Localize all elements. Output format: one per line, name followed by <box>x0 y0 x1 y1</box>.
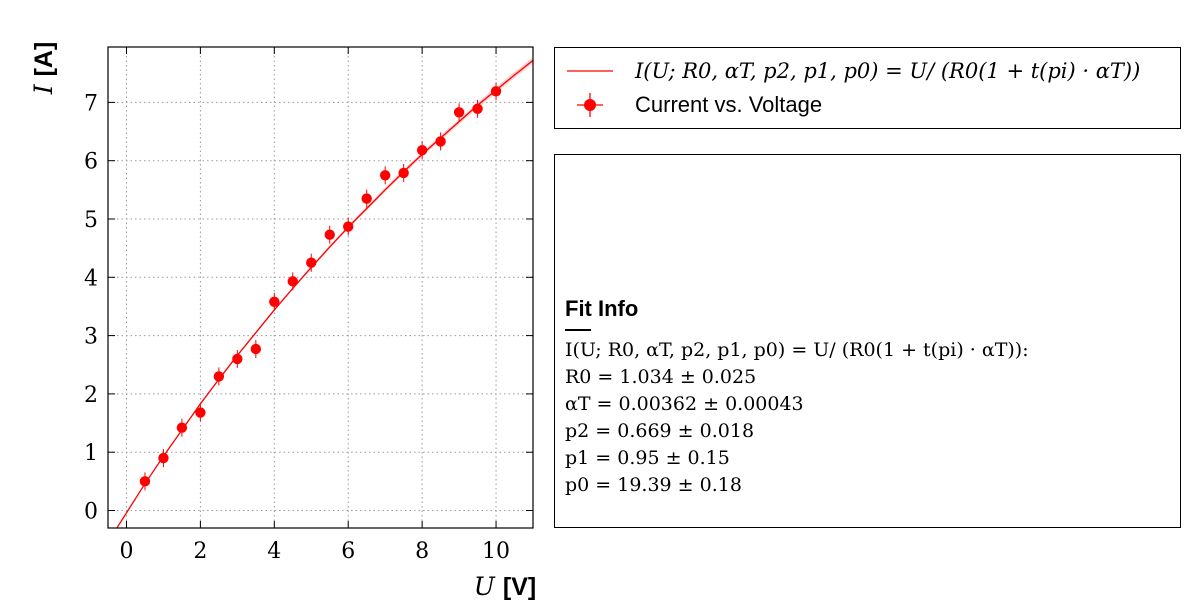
legend-line-icon <box>567 70 613 72</box>
legend: I(U; R0, αT, p2, p1, p0) = U/ (R0(1 + t(… <box>554 47 1181 129</box>
data-point <box>287 276 298 287</box>
grid <box>108 47 533 528</box>
fit-param-r0: R0 = 1.034 ± 0.025 <box>565 366 757 388</box>
data-point <box>176 422 188 433</box>
y-tick-label: 7 <box>84 91 98 116</box>
fit-band-area <box>117 57 533 528</box>
y-tick-label: 5 <box>84 208 98 233</box>
fit-info-title: Fit Info <box>565 296 639 321</box>
fit-param-p1: p1 = 0.95 ± 0.15 <box>565 447 730 469</box>
fit-info-divider <box>565 329 591 331</box>
data-point <box>306 257 317 268</box>
legend-entry-data: Current vs. Voltage <box>555 88 1180 122</box>
x-tick-label: 4 <box>267 539 281 564</box>
data-point <box>269 296 280 307</box>
data-point <box>379 170 391 181</box>
data-point <box>453 107 465 118</box>
fit-info-formula: I(U; R0, αT, p2, p1, p0) = U/ (R0(1 + t(… <box>565 339 1029 361</box>
x-tick-label: 2 <box>193 539 207 564</box>
x-tick-label: 8 <box>415 539 429 564</box>
y-axis-label: I [A] <box>29 42 58 96</box>
x-tick-label: 10 <box>482 539 510 564</box>
data-points <box>139 82 502 491</box>
legend-fit-label: I(U; R0, αT, p2, p1, p0) = U/ (R0(1 + t(… <box>635 59 1141 83</box>
fit-info-content: Fit Info I(U; R0, αT, p2, p1, p0) = U/ (… <box>565 295 1172 499</box>
legend-data-label: Current vs. Voltage <box>635 92 823 117</box>
y-tick-label: 6 <box>84 150 98 175</box>
data-point <box>139 476 151 487</box>
data-point <box>435 136 446 147</box>
fit-param-alpha-t: αT = 0.00362 ± 0.00043 <box>565 393 804 415</box>
data-point <box>195 407 206 418</box>
data-point <box>158 452 169 464</box>
fit-info-panel: Fit Info I(U; R0, αT, p2, p1, p0) = U/ (… <box>554 154 1181 528</box>
y-tick-label: 4 <box>84 266 98 291</box>
x-tick-label: 6 <box>341 539 355 564</box>
fit-uncertainty-band <box>117 57 533 528</box>
fit-curve <box>116 59 533 528</box>
legend-entry-fit: I(U; R0, αT, p2, p1, p0) = U/ (R0(1 + t(… <box>555 54 1180 88</box>
data-point <box>250 343 262 355</box>
tick-labels: 0 2 4 6 8 10 0 1 2 3 4 5 6 7 <box>84 91 510 564</box>
x-axis-variable: U <box>474 572 496 600</box>
axis-ticks <box>108 47 533 528</box>
plot-frame <box>107 46 534 529</box>
data-point <box>490 86 502 97</box>
fit-curve-group <box>116 59 533 528</box>
data-point <box>213 371 225 382</box>
data-point <box>232 353 243 365</box>
x-axis-unit: [V] <box>503 573 536 600</box>
y-tick-label: 0 <box>84 500 98 525</box>
fit-param-p0: p0 = 19.39 ± 0.18 <box>565 474 742 496</box>
data-point <box>361 193 372 204</box>
y-tick-label: 1 <box>84 441 98 466</box>
legend-marker-icon <box>577 93 603 117</box>
x-axis-label: U [V] <box>474 572 536 600</box>
data-point <box>324 229 335 240</box>
data-point <box>398 167 409 179</box>
y-tick-label: 2 <box>84 383 98 408</box>
y-axis-variable: I <box>29 83 58 95</box>
y-axis-unit: [A] <box>30 42 58 77</box>
fit-param-p2: p2 = 0.669 ± 0.018 <box>565 420 755 442</box>
x-tick-label: 0 <box>119 539 133 564</box>
data-point <box>343 221 354 232</box>
data-point <box>416 144 428 156</box>
data-point <box>472 103 483 115</box>
y-tick-label: 3 <box>84 325 98 350</box>
